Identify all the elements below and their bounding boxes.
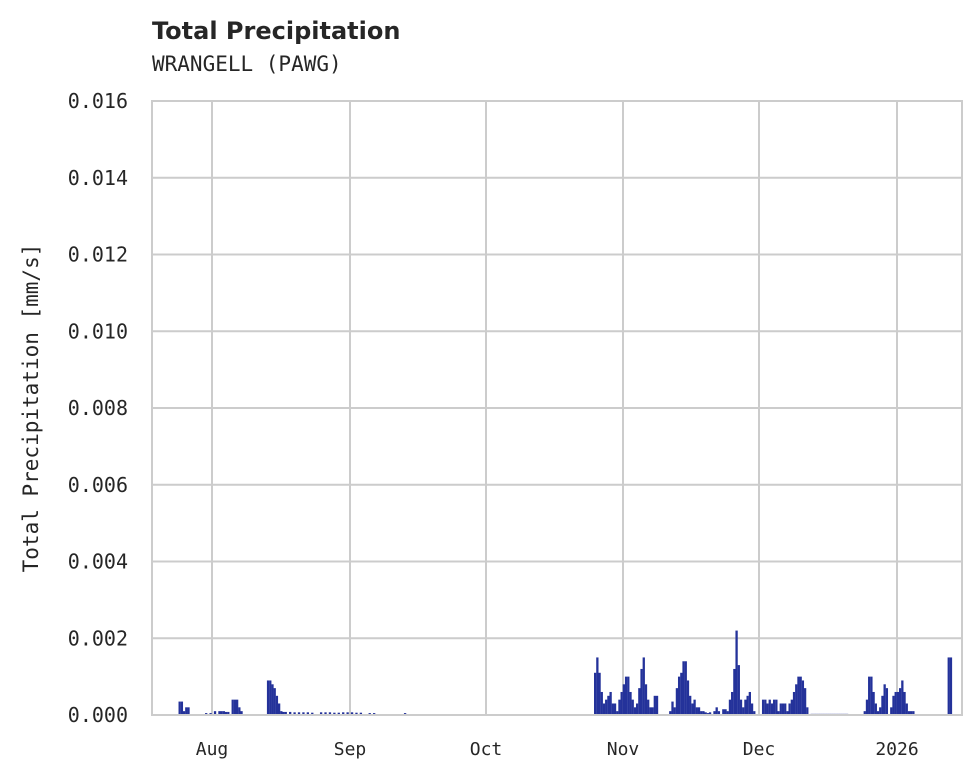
x-tick-label: Dec (743, 739, 776, 760)
y-tick-label: 0.000 (68, 703, 128, 727)
chart-title: Total Precipitation (152, 17, 401, 45)
y-tick-label: 0.006 (68, 473, 128, 497)
chart-subtitle: WRANGELL (PAWG) (152, 52, 342, 76)
x-axis-ticks: Aug Sep Oct Nov Dec 2026 (196, 739, 919, 760)
precipitation-bars (178, 630, 953, 716)
plot-frame (151, 100, 963, 716)
x-tick-label: Aug (196, 739, 229, 760)
y-tick-label: 0.012 (68, 243, 128, 267)
x-tick-label: Sep (334, 739, 367, 760)
y-axis-ticks: 0.000 0.002 0.004 0.006 0.008 0.010 0.012 0.014… (68, 89, 128, 727)
y-tick-label: 0.004 (68, 550, 128, 574)
y-axis-label: Total Precipitation [mm/s] (19, 244, 43, 573)
y-tick-label: 0.002 (68, 626, 128, 650)
x-tick-label: 2026 (875, 739, 918, 760)
x-tick-label: Oct (470, 739, 503, 760)
y-tick-label: 0.008 (68, 396, 128, 420)
x-tick-label: Nov (607, 739, 640, 760)
grid-lines (152, 100, 962, 716)
y-tick-label: 0.010 (68, 319, 128, 343)
y-tick-label: 0.016 (68, 89, 128, 113)
y-tick-label: 0.014 (68, 166, 128, 190)
